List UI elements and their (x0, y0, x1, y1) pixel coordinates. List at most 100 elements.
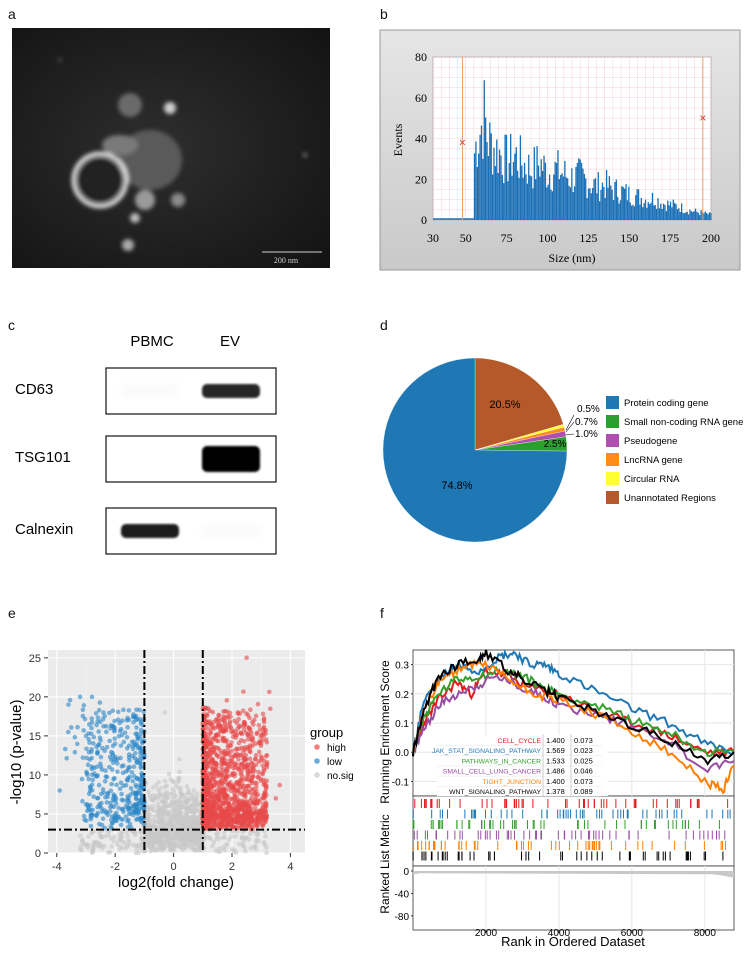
histogram-x-tick: 150 (620, 231, 638, 245)
volcano-point (129, 770, 135, 775)
histogram-bar (582, 168, 584, 220)
histogram-bar (618, 203, 620, 220)
volcano-point (187, 809, 192, 815)
gsea-table-p: 0.073 (574, 736, 593, 745)
volcano-point (156, 841, 161, 847)
histogram-bar (560, 174, 562, 220)
volcano-point (184, 784, 190, 789)
volcano-point (261, 719, 267, 725)
volcano-point (101, 723, 106, 729)
volcano-point (148, 829, 154, 835)
volcano-point (219, 767, 225, 773)
gsea-es-line (412, 666, 735, 758)
volcano-point (105, 812, 111, 818)
volcano-point (137, 707, 142, 713)
blot-band (202, 384, 260, 398)
histogram-bar (578, 158, 580, 220)
volcano-point (212, 811, 218, 817)
volcano-point (263, 803, 269, 809)
gsea-table-nes: 1.400 (546, 736, 565, 745)
volcano-point (62, 746, 68, 752)
volcano-point (138, 790, 143, 796)
volcano-point (106, 850, 111, 855)
volcano-point (89, 725, 94, 731)
volcano-legend-label: high (327, 743, 346, 754)
pie-legend-label: Protein coding gene (624, 398, 709, 409)
volcano-point (216, 713, 222, 719)
volcano-point (114, 782, 119, 788)
volcano-point (242, 811, 248, 817)
volcano-point (177, 795, 183, 800)
volcano-point (263, 727, 268, 733)
volcano-point (205, 783, 210, 789)
volcano-x-tick: 2 (229, 861, 235, 873)
volcano-point (115, 756, 120, 762)
volcano-point (95, 795, 100, 801)
volcano-point (237, 778, 243, 783)
histogram-x-tick: 175 (661, 231, 679, 245)
volcano-point (210, 724, 216, 729)
volcano-point (88, 823, 94, 829)
volcano-point (123, 804, 128, 810)
volcano-point (222, 708, 228, 714)
histogram-y-tick: 0 (421, 213, 427, 227)
volcano-point (226, 812, 231, 818)
volcano-point (133, 750, 138, 756)
volcano-point (264, 850, 269, 856)
histogram-bar (674, 202, 676, 220)
volcano-point (162, 710, 168, 715)
volcano-point (152, 813, 158, 819)
volcano-point (97, 735, 103, 740)
histogram-bar (486, 142, 488, 220)
histogram-bar (639, 204, 641, 220)
histogram-bar (587, 188, 590, 220)
volcano-point (168, 777, 174, 782)
volcano-point (224, 698, 230, 703)
volcano-point (261, 840, 267, 846)
histogram-bar (696, 211, 698, 220)
histogram-bar (693, 211, 695, 220)
histogram-bar (661, 209, 663, 220)
volcano-point (238, 737, 244, 743)
volcano-point (261, 780, 267, 786)
histogram-bar (614, 182, 616, 220)
histogram-bar (579, 159, 581, 220)
panel-label-f: f (380, 605, 384, 621)
histogram-bar (482, 158, 484, 220)
volcano-x-label: log2(fold change) (118, 874, 234, 891)
volcano-point (248, 707, 253, 713)
volcano-point (94, 813, 99, 819)
volcano-point (170, 786, 176, 792)
volcano-point (234, 720, 240, 726)
volcano-point (228, 761, 234, 766)
volcano-point (216, 733, 221, 738)
histogram-bar (562, 176, 565, 220)
gsea-metric-tick: -40 (395, 889, 410, 900)
volcano-point (148, 796, 153, 802)
volcano-point (196, 844, 202, 849)
volcano-point (130, 778, 136, 784)
gsea-table-p: 0.073 (574, 777, 593, 786)
volcano-point (110, 796, 116, 802)
volcano-point (165, 811, 171, 817)
volcano-point (112, 727, 117, 733)
histogram-bar (586, 198, 588, 220)
volcano-point (166, 771, 172, 777)
volcano-point (263, 737, 269, 742)
volcano-point (256, 749, 262, 755)
histogram-bar (679, 212, 681, 220)
volcano-point (250, 764, 255, 770)
volcano-point (123, 814, 129, 819)
volcano-point (227, 752, 232, 758)
volcano-point (112, 718, 117, 724)
histogram-bar (490, 133, 492, 220)
volcano-point (249, 778, 254, 783)
volcano-point (247, 756, 253, 762)
histogram-bar (504, 134, 506, 220)
volcano-point (225, 742, 231, 748)
volcano-point (98, 761, 103, 767)
gsea-x-label: Rank in Ordered Dataset (501, 934, 645, 949)
volcano-point (108, 804, 113, 810)
volcano-point (119, 829, 125, 835)
volcano-point (117, 838, 122, 843)
